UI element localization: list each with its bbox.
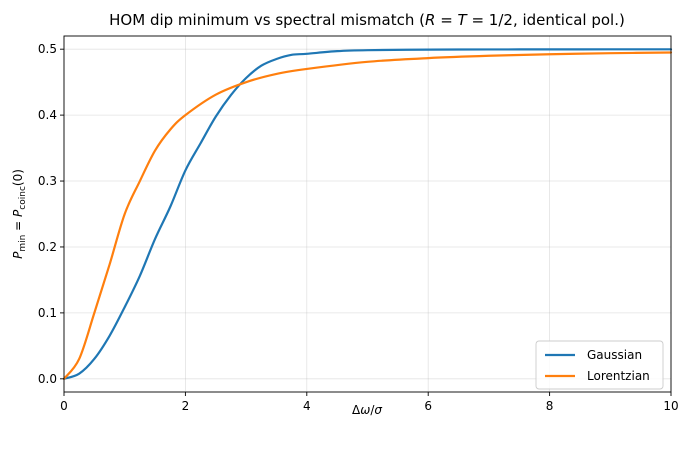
legend-label-lorentzian: Lorentzian — [587, 369, 650, 383]
y-tick-label: 0.4 — [38, 108, 57, 122]
y-tick-label: 0.3 — [38, 174, 57, 188]
x-tick-label: 8 — [546, 399, 554, 413]
y-axis-label: Pmin = Pcoinc(0) — [11, 169, 28, 259]
x-tick-label: 0 — [60, 399, 68, 413]
y-tick-label: 0.5 — [38, 42, 57, 56]
x-tick-label: 6 — [424, 399, 432, 413]
axis-ticks: 0 2 4 6 8 10 0.0 0.1 0.2 0.3 0.4 0.5 — [38, 42, 679, 413]
x-tick-label: 2 — [182, 399, 190, 413]
y-tick-label: 0.2 — [38, 240, 57, 254]
y-tick-label: 0.1 — [38, 306, 57, 320]
legend-label-gaussian: Gaussian — [587, 348, 642, 362]
x-axis-label: Δω/σ — [352, 403, 382, 417]
series-lines — [62, 48, 673, 380]
x-tick-label: 10 — [663, 399, 678, 413]
axes-frame — [63, 35, 672, 393]
chart-title: HOM dip minimum vs spectral mismatch (R … — [109, 11, 625, 29]
series-line-lorentzian — [62, 51, 673, 380]
y-tick-label: 0.0 — [38, 372, 57, 386]
x-tick-label: 4 — [303, 399, 311, 413]
legend: Gaussian Lorentzian — [535, 340, 664, 390]
